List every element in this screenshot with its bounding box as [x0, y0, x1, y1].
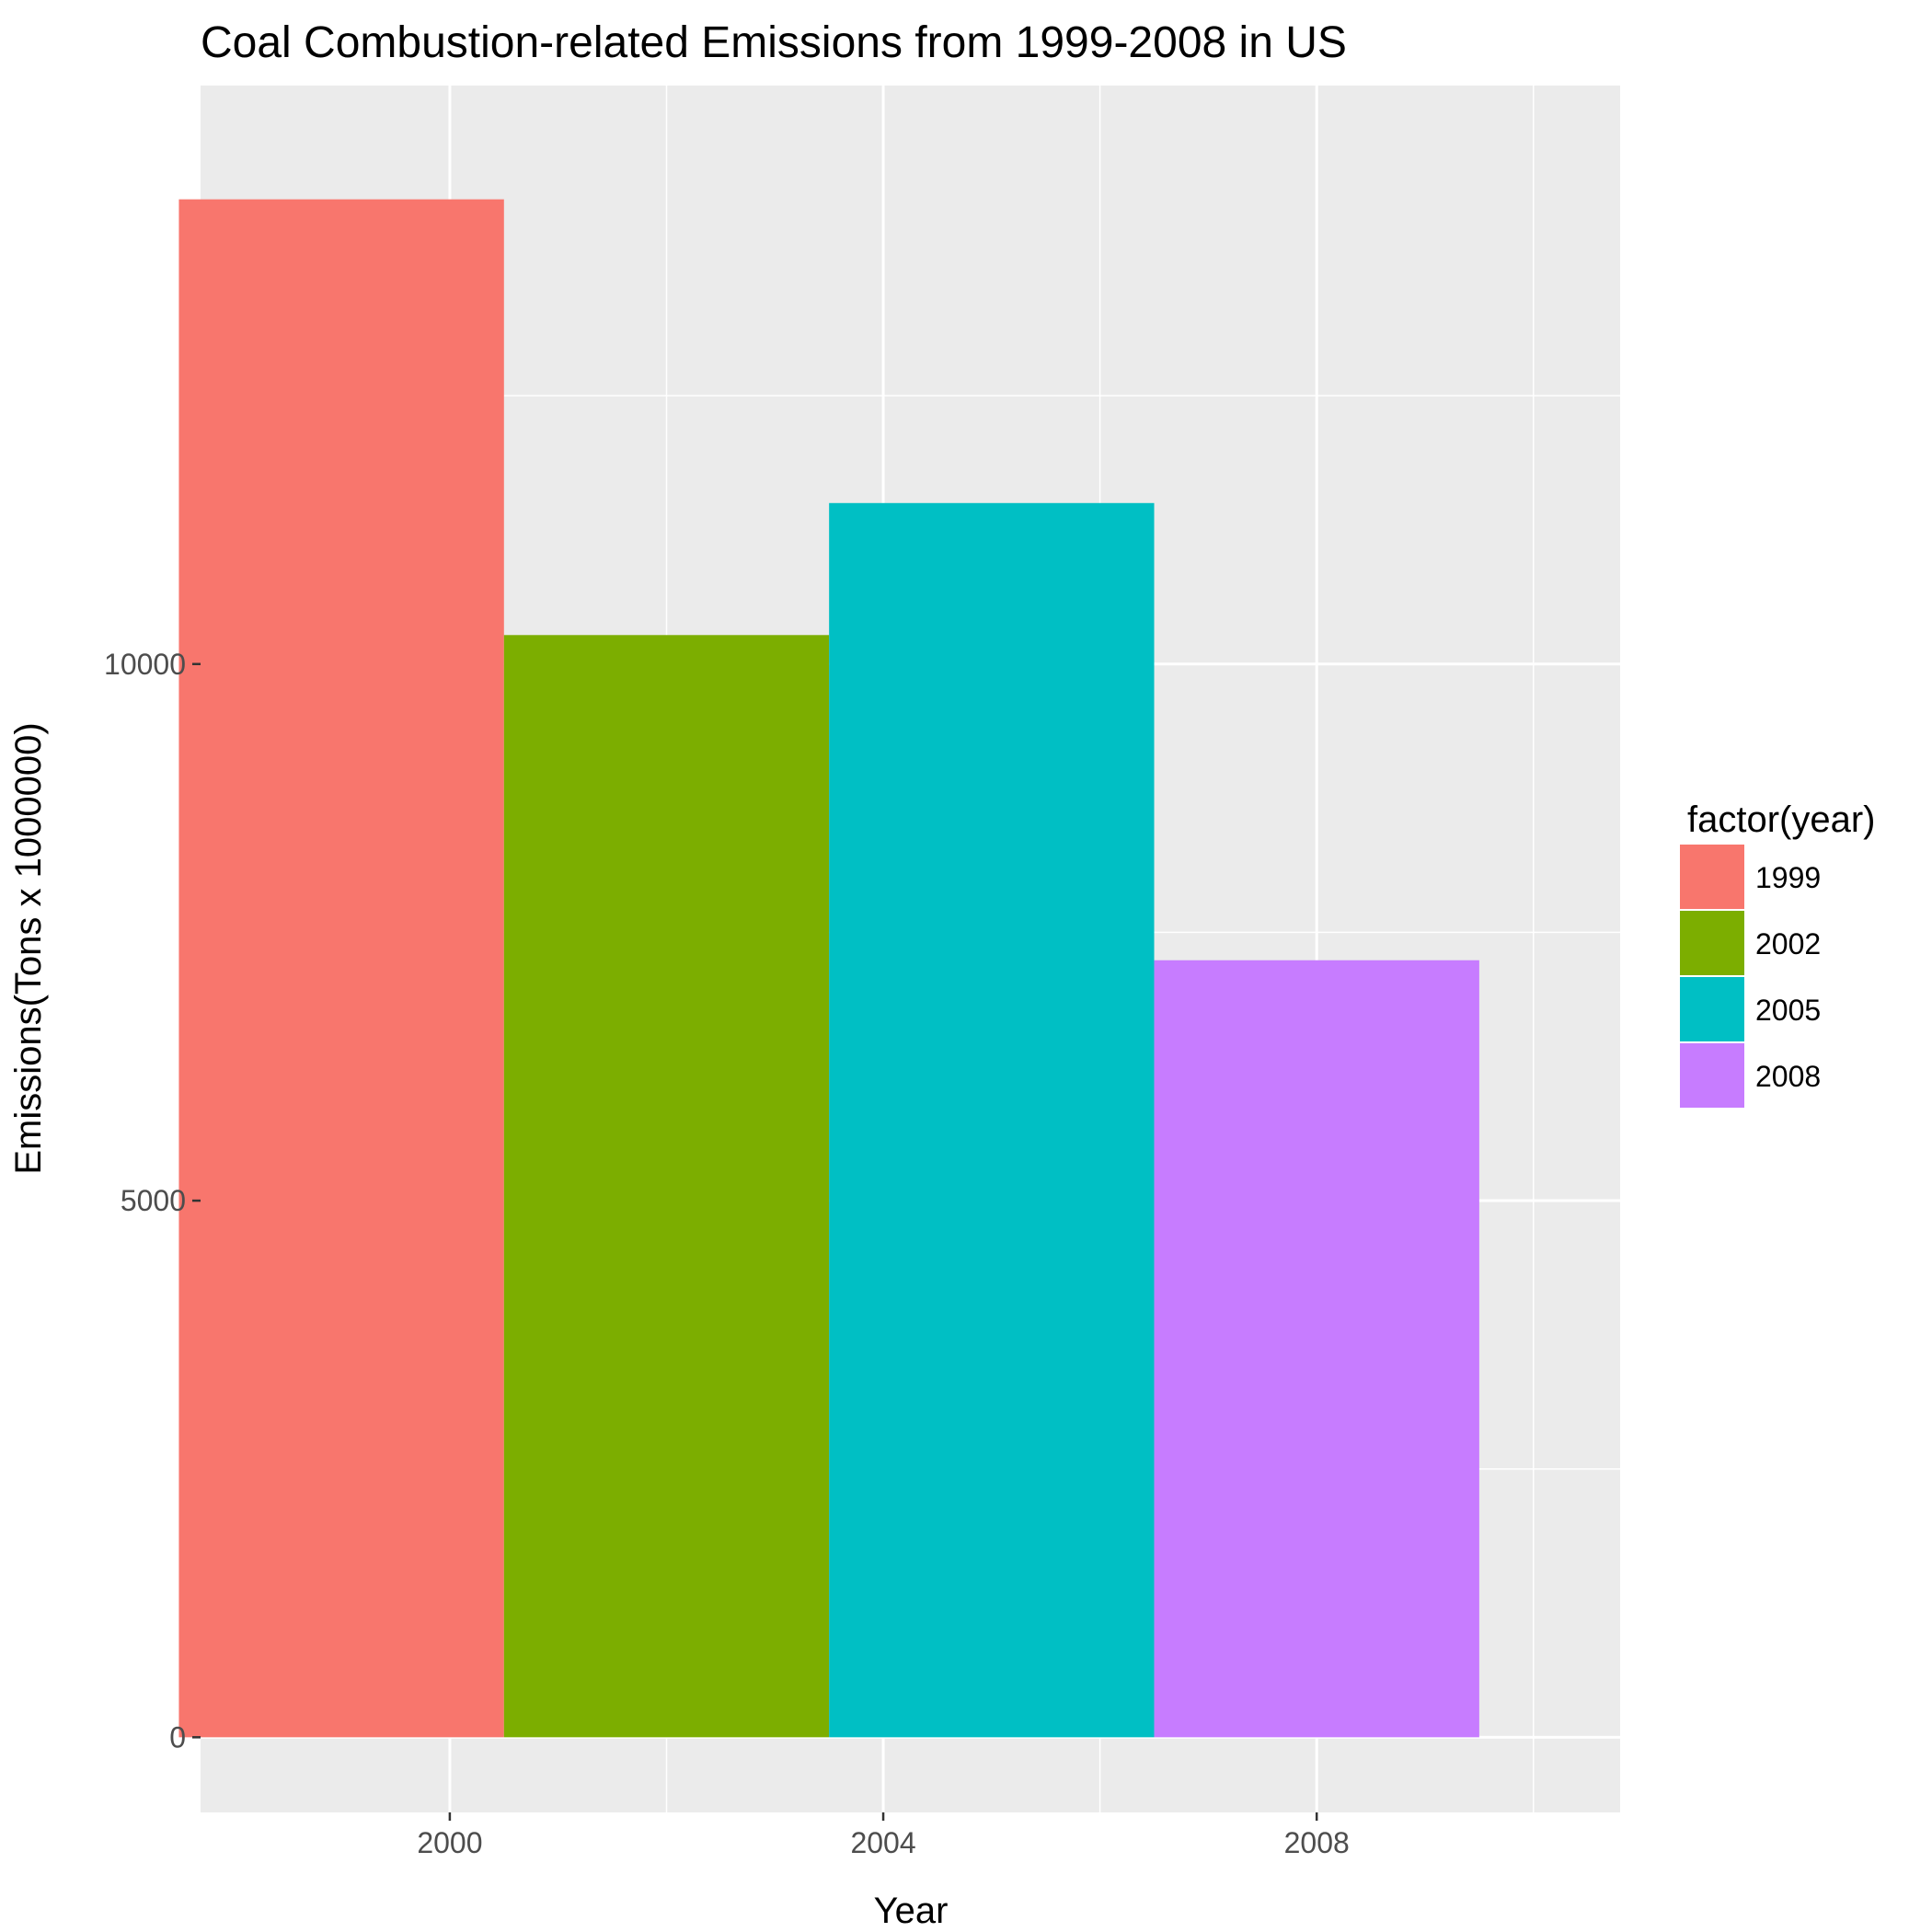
x-axis: 2000 2004 2008	[417, 1812, 1350, 1859]
y-axis-title: Emissions(Tons x 1000000)	[8, 722, 49, 1174]
y-axis: 0 5000 10000	[104, 648, 201, 1754]
legend-label-2008: 2008	[1755, 1060, 1821, 1093]
legend-key-2002	[1680, 911, 1744, 975]
legend-label-2005: 2005	[1755, 994, 1821, 1027]
legend-title: factor(year)	[1687, 799, 1876, 840]
legend-label-2002: 2002	[1755, 927, 1821, 960]
legend-keys: 1999 2002 2005 2008	[1680, 845, 1821, 1108]
legend-key-1999	[1680, 845, 1744, 909]
legend-key-2008	[1680, 1043, 1744, 1108]
chart-title: Coal Combustion-related Emissions from 1…	[201, 18, 1347, 67]
bars	[178, 199, 1479, 1738]
bar-2005	[829, 502, 1155, 1738]
bar-1999	[178, 199, 504, 1738]
y-tick-label: 0	[169, 1720, 186, 1754]
y-tick-label: 5000	[121, 1184, 186, 1217]
x-tick-label: 2004	[850, 1826, 915, 1859]
x-tick-label: 2008	[1284, 1826, 1350, 1859]
y-tick-label: 10000	[104, 648, 186, 681]
bar-2008	[1154, 960, 1479, 1738]
legend: factor(year) 1999 2002 2005 2008	[1680, 799, 1876, 1108]
bar-2002	[503, 635, 830, 1738]
x-axis-title: Year	[874, 1891, 949, 1931]
legend-key-2005	[1680, 977, 1744, 1041]
legend-label-1999: 1999	[1755, 861, 1821, 894]
x-tick-label: 2000	[417, 1826, 482, 1859]
